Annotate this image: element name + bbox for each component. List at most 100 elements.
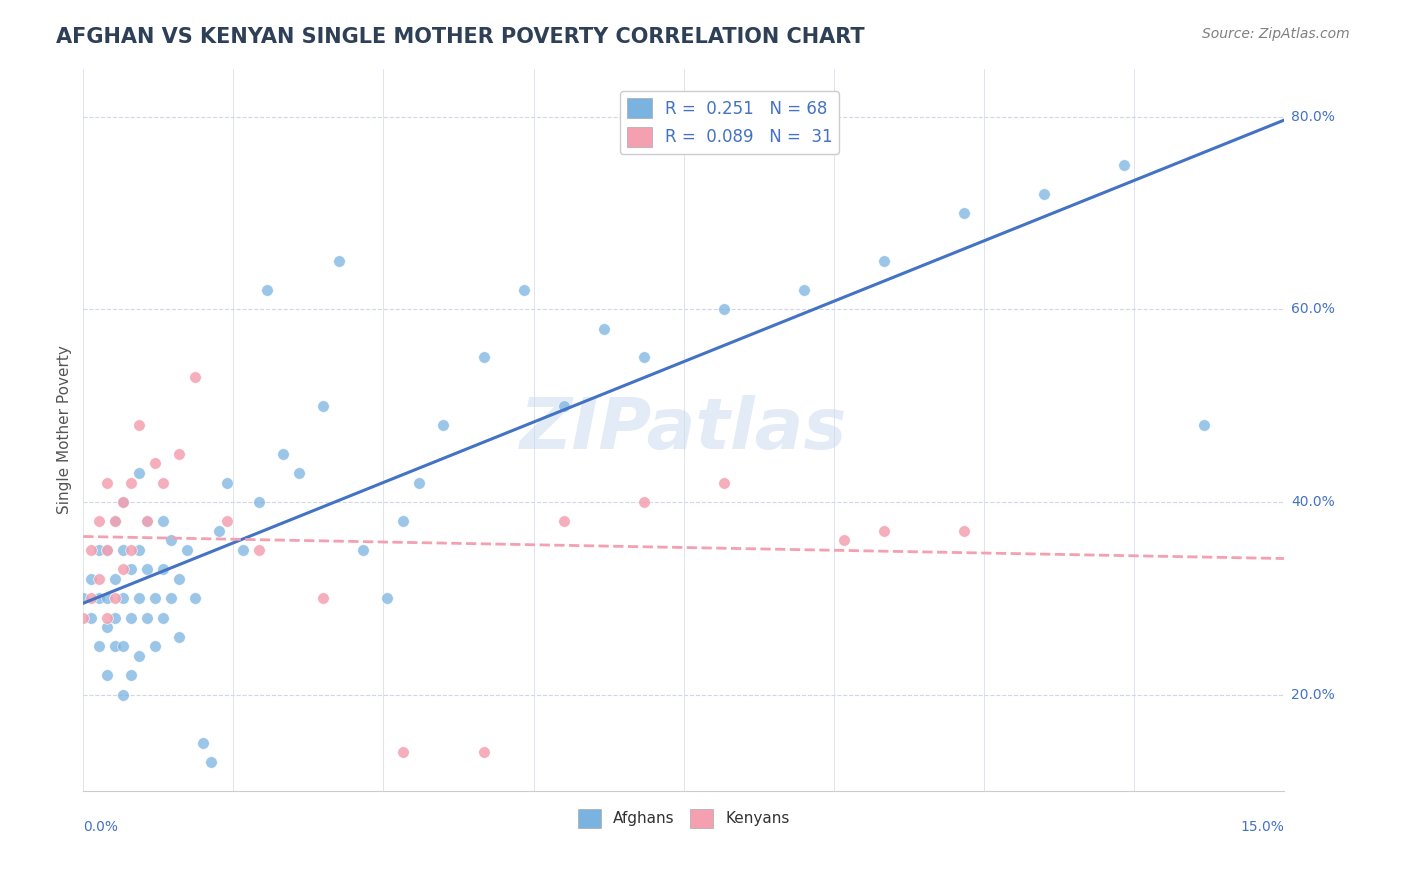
Point [112,562,135,576]
Point [112,640,135,654]
Point [184,369,207,384]
Point [232,543,254,558]
Point [169,572,191,586]
Point [112,543,135,558]
Point [80,572,103,586]
Point [72,591,94,606]
Text: 15.0%: 15.0% [1240,820,1284,834]
Point [392,745,415,759]
Point [128,543,150,558]
Point [96,610,118,624]
Point [152,562,174,576]
Point [96,475,118,490]
Point [72,610,94,624]
Point [89,591,111,606]
Point [104,591,127,606]
Point [143,591,166,606]
Point [247,495,270,509]
Point [89,640,111,654]
Point [89,572,111,586]
Point [96,620,118,634]
Text: 20.0%: 20.0% [1291,688,1334,702]
Point [312,399,335,413]
Point [112,688,135,702]
Point [104,640,127,654]
Point [352,543,374,558]
Text: AFGHAN VS KENYAN SINGLE MOTHER POVERTY CORRELATION CHART: AFGHAN VS KENYAN SINGLE MOTHER POVERTY C… [56,27,865,46]
Point [80,591,103,606]
Point [104,514,127,528]
Point [104,572,127,586]
Point [553,399,575,413]
Point [96,591,118,606]
Point [96,543,118,558]
Point [120,562,142,576]
Point [152,475,174,490]
Point [160,591,183,606]
Point [104,610,127,624]
Point [152,610,174,624]
Point [592,321,614,335]
Point [273,447,295,461]
Point [873,524,896,538]
Point [128,649,150,664]
Point [128,466,150,480]
Point [312,591,335,606]
Point [952,524,974,538]
Point [136,610,159,624]
Point [832,533,855,548]
Point [1032,186,1054,201]
Point [160,533,183,548]
Point [112,591,135,606]
Point [217,475,239,490]
Text: ZIPatlas: ZIPatlas [520,395,848,464]
Point [152,514,174,528]
Point [200,755,222,769]
Point [873,254,896,268]
Point [120,668,142,682]
Text: 60.0%: 60.0% [1291,302,1334,317]
Legend: Afghans, Kenyans: Afghans, Kenyans [572,803,796,834]
Point [247,543,270,558]
Point [136,562,159,576]
Point [472,745,495,759]
Point [328,254,350,268]
Point [633,351,655,365]
Point [288,466,311,480]
Point [128,591,150,606]
Point [208,524,231,538]
Point [112,495,135,509]
Y-axis label: Single Mother Poverty: Single Mother Poverty [58,345,72,514]
Point [96,668,118,682]
Point [128,417,150,432]
Point [713,475,735,490]
Point [143,457,166,471]
Text: 40.0%: 40.0% [1291,495,1334,509]
Point [80,543,103,558]
Point [256,283,278,297]
Point [169,630,191,644]
Point [136,514,159,528]
Point [89,543,111,558]
Point [112,495,135,509]
Point [432,417,454,432]
Point [392,514,415,528]
Text: 0.0%: 0.0% [83,820,118,834]
Point [120,610,142,624]
Point [104,514,127,528]
Point [169,447,191,461]
Point [143,640,166,654]
Point [952,206,974,220]
Point [633,495,655,509]
Point [120,543,142,558]
Point [793,283,815,297]
Point [713,302,735,317]
Text: Source: ZipAtlas.com: Source: ZipAtlas.com [1202,27,1350,41]
Point [193,736,215,750]
Point [408,475,430,490]
Point [1192,417,1215,432]
Point [120,475,142,490]
Point [512,283,534,297]
Point [553,514,575,528]
Point [89,514,111,528]
